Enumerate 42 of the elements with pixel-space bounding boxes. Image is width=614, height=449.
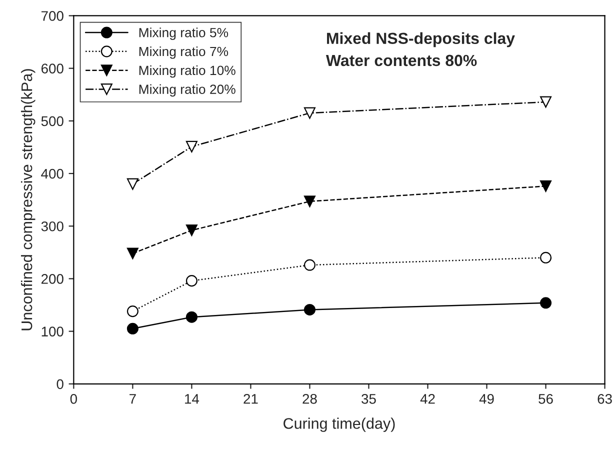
point [186,311,198,323]
y-tick-label: 500 [41,116,64,126]
point [126,248,138,260]
point [186,275,198,287]
point [304,196,316,208]
x-tick-label: 0 [70,394,77,404]
y-tick-label: 200 [41,274,64,284]
x-tick-label: 56 [538,394,553,404]
x-tick-label: 63 [598,394,612,404]
point [304,259,316,271]
x-tick-label: 21 [244,394,258,404]
x-tick-label: 49 [479,394,494,404]
x-tick-label: 7 [130,394,136,404]
point [186,224,198,236]
x-tick-label: 42 [420,394,435,404]
annotation: Water contents 80% [326,54,477,66]
y-tick-label: 400 [41,168,64,179]
y-axis-title: Unconfined compressive strength(kPa) [20,69,36,330]
point [126,306,138,318]
x-tick-label: 14 [185,394,200,404]
point [540,96,552,108]
y-tick-label: 0 [56,379,64,390]
point [540,180,552,192]
x-tick-label: 28 [302,394,317,404]
x-axis-title: Curing time(day) [284,418,395,432]
legend-label: Mixing ratio 10% [139,65,236,78]
annotation: Mixed NSS-deposits clay [327,32,515,48]
x-tick-label: 35 [362,394,376,404]
legend-label: Mixing ratio 7% [139,46,228,59]
point [126,178,138,190]
point [126,322,138,334]
legend-label: Mixing ratio 5% [139,28,228,40]
legend-label: Mixing ratio 20% [139,84,236,97]
y-tick-label: 100 [42,326,64,336]
point [540,297,552,309]
point [304,107,316,119]
point [186,140,198,152]
point [540,252,552,264]
y-tick-label: 600 [41,64,64,74]
y-tick-label: 700 [42,11,64,21]
y-tick-label: 300 [41,221,64,232]
point [304,304,316,316]
